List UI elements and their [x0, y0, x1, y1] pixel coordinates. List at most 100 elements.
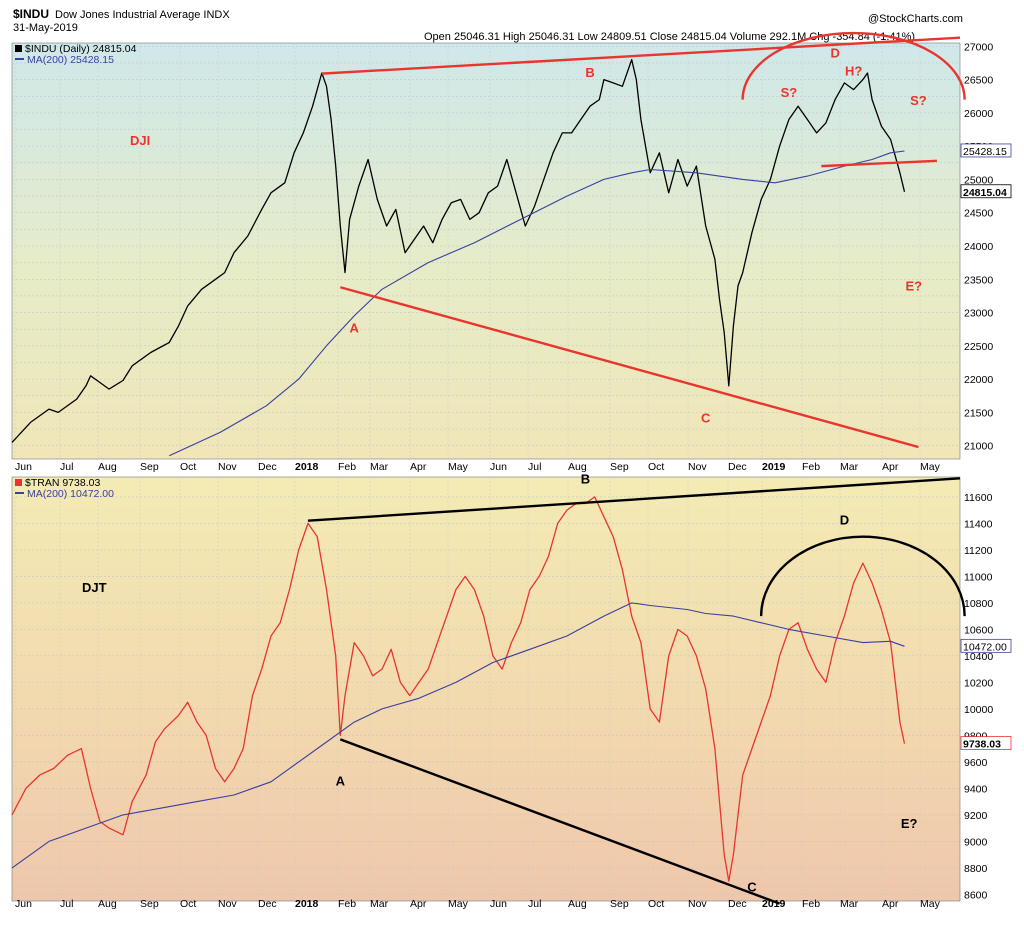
djt-legend-ma-swatch: [15, 492, 24, 494]
dji-x-tick-label: Mar: [370, 461, 389, 473]
dji-last-value-box: [960, 184, 1012, 199]
dji-plot-area: [11, 42, 961, 460]
djt-ma-value-label: 10472.00: [963, 641, 1007, 653]
dji-x-tick-label: Jun: [490, 461, 507, 473]
djt-y-tick-label: 11200: [964, 545, 993, 557]
djt-y-tick-label: 9000: [964, 836, 988, 848]
djt-plot-area: [11, 476, 961, 902]
djt-arc: [759, 535, 966, 617]
djt-x-tick-label: Aug: [568, 898, 587, 910]
djt-x-tick-label: Jun: [490, 898, 507, 910]
djt-x-tick-label: Oct: [648, 898, 664, 910]
djt-x-tick-label: Nov: [688, 898, 707, 910]
dji-x-tick-label: Dec: [258, 461, 277, 473]
dji-x-tick-label: Aug: [98, 461, 117, 473]
djt-y-tick-label: 10000: [964, 704, 993, 716]
djt-legend-price-swatch: [15, 479, 22, 486]
dji-x-tick-label: Nov: [218, 461, 237, 473]
djt-x-tick-label: Jul: [528, 898, 541, 910]
dji-y-tick-label: 22500: [964, 341, 993, 353]
djt-x-tick-label: Apr: [882, 898, 899, 910]
dji-y-tick-label: 24000: [964, 241, 993, 253]
dji-y-tick-label: 23000: [964, 308, 993, 320]
dji-x-tick-label: Dec: [728, 461, 747, 473]
dji-x-tick-label: Feb: [802, 461, 820, 473]
dji-x-tick-label: Jul: [60, 461, 73, 473]
djt-wave-label: C: [747, 880, 757, 895]
djt-x-tick-label: Sep: [610, 898, 629, 910]
dji-x-tick-label: Oct: [648, 461, 664, 473]
djt-x-tick-label: Apr: [410, 898, 427, 910]
dji-x-tick-label: May: [448, 461, 469, 473]
djt-wave-label: B: [581, 472, 590, 487]
dji-last-value-label: 24815.04: [963, 187, 1007, 199]
djt-panel-label: DJT: [82, 580, 107, 595]
djt-last-value-label: 9738.03: [963, 739, 1001, 751]
dji-x-tick-label: Feb: [338, 461, 356, 473]
dji-wave-label: E?: [905, 279, 922, 294]
dji-x-tick-label: Apr: [410, 461, 427, 473]
dji-x-tick-label: Mar: [840, 461, 859, 473]
dji-y-tick-label: 26000: [964, 108, 993, 120]
djt-y-tick-label: 11000: [964, 571, 993, 583]
dji-y-tick-label: 23500: [964, 274, 993, 286]
djt-x-tick-label: Feb: [802, 898, 820, 910]
dji-x-tick-label: 2019: [762, 461, 786, 473]
dji-trendline: [821, 159, 937, 168]
djt-y-tick-label: 10200: [964, 677, 993, 689]
djt-series-ma200: [11, 602, 905, 869]
dji-wave-label: C: [701, 410, 711, 425]
djt-series-price: [11, 496, 906, 882]
djt-legend-price: $TRAN 9738.03: [25, 477, 100, 489]
dji-y-tick-label: 26500: [964, 75, 993, 87]
dji-x-tick-label: Oct: [180, 461, 196, 473]
dji-panel: A B C D H? S? S? E? 21000 21500 22000 22500 23000 23…: [11, 31, 1012, 473]
djt-x-tick-label: May: [448, 898, 469, 910]
djt-y-tick-label: 9600: [964, 757, 988, 769]
djt-trendline: [339, 738, 781, 905]
djt-wave-label: D: [840, 513, 849, 528]
dji-ma-value-box: [960, 143, 1012, 158]
dji-x-tick-label: Jul: [528, 461, 541, 473]
dji-y-tick-label: 21000: [964, 441, 993, 453]
dji-wave-label: S?: [781, 85, 798, 100]
dji-y-tick-label: 27000: [964, 41, 993, 53]
dji-x-tick-label: Nov: [688, 461, 707, 473]
djt-y-tick-label: 9400: [964, 783, 988, 795]
dji-trendline: [340, 286, 919, 449]
djt-y-tick-label: 8800: [964, 863, 988, 875]
header-date: 31-May-2019: [13, 22, 78, 34]
dji-y-tick-label: 24500: [964, 208, 993, 220]
djt-wave-label: E?: [901, 816, 918, 831]
djt-ma-value-box: [960, 638, 1012, 653]
djt-x-tick-label: Sep: [140, 898, 159, 910]
dji-wave-label: D: [830, 46, 839, 61]
djt-wave-label: A: [336, 774, 346, 789]
dji-wave-label: S?: [910, 93, 927, 108]
djt-y-tick-label: 8600: [964, 889, 988, 901]
dji-legend-ma: MA(200) 25428.15: [27, 54, 114, 66]
dji-legend-ma-swatch: [15, 58, 24, 60]
djt-x-tick-label: Mar: [370, 898, 389, 910]
djt-x-tick-label: Jun: [15, 898, 32, 910]
dji-legend-price: $INDU (Daily) 24815.04: [25, 43, 137, 55]
dji-x-tick-label: Apr: [882, 461, 899, 473]
djt-y-tick-label: 11400: [964, 518, 993, 530]
dji-ma-value-label: 25428.15: [963, 146, 1007, 158]
djt-trendline: [307, 477, 961, 522]
djt-x-tick-label: 2019: [762, 898, 786, 910]
dji-arc: [741, 31, 966, 100]
dji-series-price: [11, 58, 906, 443]
dji-trendline: [321, 36, 961, 75]
dji-panel-label: DJI: [130, 133, 150, 148]
dji-x-tick-label: Aug: [568, 461, 587, 473]
dji-y-tick-label: 25000: [964, 174, 993, 186]
djt-x-tick-label: Aug: [98, 898, 117, 910]
dji-x-tick-label: Jun: [15, 461, 32, 473]
djt-x-tick-label: May: [920, 898, 941, 910]
header-name: Dow Jones Industrial Average INDX: [55, 9, 230, 21]
dji-series-ma200: [168, 150, 905, 457]
djt-x-tick-label: Feb: [338, 898, 356, 910]
